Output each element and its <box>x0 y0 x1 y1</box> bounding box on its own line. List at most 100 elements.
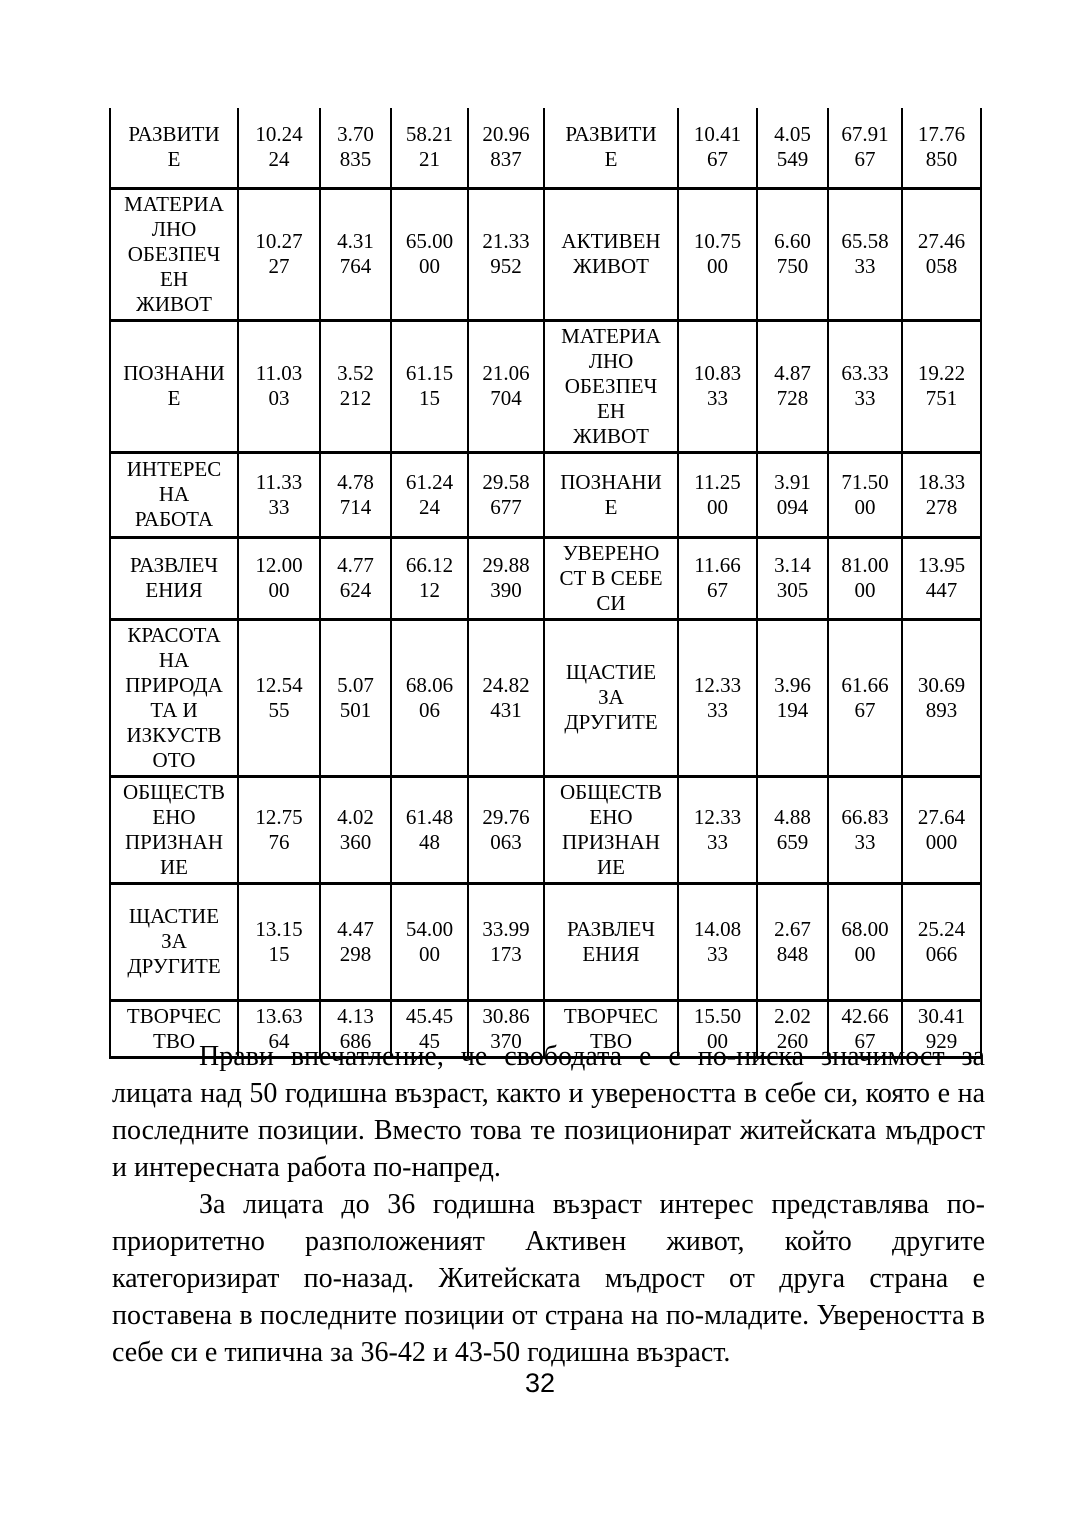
value-cell: 27.64 000 <box>901 774 982 885</box>
value-cell: 6.60 750 <box>756 186 829 322</box>
table-row: ИНТЕРЕС НА РАБОТА 11.33 33 4.78 714 61.24 2… <box>109 450 982 539</box>
paragraph-1: Прави впечатление, че свободата е с по-н… <box>112 1041 985 1183</box>
value-cell: 11.33 33 <box>237 450 321 539</box>
row-label-left: ИНТЕРЕС НА РАБОТА <box>109 450 239 539</box>
value-cell: 54.00 00 <box>390 881 469 1002</box>
value-cell: 58.21 21 <box>390 108 469 190</box>
value-cell: 45.45 45 <box>390 998 469 1059</box>
row-label-right: ОБЩЕСТВ ЕНО ПРИЗНАН ИЕ <box>543 774 679 885</box>
values-table: РАЗВИТИ Е 10.24 24 3.70 835 58.21 21 20.96 8… <box>109 108 982 1059</box>
row-label-left: РАЗВИТИ Е <box>109 108 239 190</box>
value-cell: 4.31 764 <box>319 186 392 322</box>
value-cell: 12.75 76 <box>237 774 321 885</box>
value-cell: 21.06 704 <box>467 318 545 454</box>
paragraph-2: За лицата до 36 годишна възраст интерес … <box>112 1189 985 1368</box>
value-cell: 4.77 624 <box>319 535 392 621</box>
value-cell: 10.83 33 <box>677 318 758 454</box>
value-cell: 61.15 15 <box>390 318 469 454</box>
table-row: ЩАСТИЕ ЗА ДРУГИТЕ 13.15 15 4.47 298 54.00 0… <box>109 881 982 1002</box>
value-cell: 4.88 659 <box>756 774 829 885</box>
value-cell: 21.33 952 <box>467 186 545 322</box>
value-cell: 30.86 370 <box>467 998 545 1059</box>
value-cell: 61.48 48 <box>390 774 469 885</box>
value-cell: 5.07 501 <box>319 617 392 778</box>
value-cell: 13.15 15 <box>237 881 321 1002</box>
value-cell: 24.82 431 <box>467 617 545 778</box>
row-label-left: КРАСОТА НА ПРИРОДА ТА И ИЗКУСТВ ОТО <box>109 617 239 778</box>
value-cell: 29.88 390 <box>467 535 545 621</box>
value-cell: 13.95 447 <box>901 535 982 621</box>
value-cell: 29.58 677 <box>467 450 545 539</box>
value-cell: 3.70 835 <box>319 108 392 190</box>
value-cell: 10.27 27 <box>237 186 321 322</box>
value-cell: 10.75 00 <box>677 186 758 322</box>
value-cell: 4.47 298 <box>319 881 392 1002</box>
row-label-left: ПОЗНАНИ Е <box>109 318 239 454</box>
table-row: ПОЗНАНИ Е 11.03 03 3.52 212 61.15 15 21.06 7… <box>109 318 982 454</box>
row-label-right: ТВОРЧЕС ТВО <box>543 998 679 1059</box>
value-cell: 12.54 55 <box>237 617 321 778</box>
value-cell: 66.83 33 <box>827 774 903 885</box>
value-cell: 11.66 67 <box>677 535 758 621</box>
value-cell: 30.41 929 <box>901 998 982 1059</box>
row-label-right: РАЗВИТИ Е <box>543 108 679 190</box>
row-label-left: ТВОРЧЕС ТВО <box>109 998 239 1059</box>
value-cell: 68.06 06 <box>390 617 469 778</box>
value-cell: 29.76 063 <box>467 774 545 885</box>
value-cell: 4.87 728 <box>756 318 829 454</box>
row-label-left: РАЗВЛЕЧ ЕНИЯ <box>109 535 239 621</box>
value-cell: 2.67 848 <box>756 881 829 1002</box>
table-row: ТВОРЧЕС ТВО 13.63 64 4.13 686 45.45 45 30.86… <box>109 998 982 1059</box>
value-cell: 65.58 33 <box>827 186 903 322</box>
value-cell: 3.14 305 <box>756 535 829 621</box>
row-label-right: ЩАСТИЕ ЗА ДРУГИТЕ <box>543 617 679 778</box>
value-cell: 10.41 67 <box>677 108 758 190</box>
value-cell: 42.66 67 <box>827 998 903 1059</box>
row-label-right: АКТИВЕН ЖИВОТ <box>543 186 679 322</box>
value-cell: 17.76 850 <box>901 108 982 190</box>
row-label-right: УВЕРЕНО СТ В СЕБЕ СИ <box>543 535 679 621</box>
table-row: МАТЕРИА ЛНО ОБЕЗПЕЧ ЕН ЖИВОТ 10.27 27 4.31… <box>109 186 982 322</box>
row-label-right: МАТЕРИА ЛНО ОБЕЗПЕЧ ЕН ЖИВОТ <box>543 318 679 454</box>
value-cell: 20.96 837 <box>467 108 545 190</box>
value-cell: 66.12 12 <box>390 535 469 621</box>
value-cell: 2.02 260 <box>756 998 829 1059</box>
value-cell: 13.63 64 <box>237 998 321 1059</box>
table-row: РАЗВЛЕЧ ЕНИЯ 12.00 00 4.77 624 66.12 12 29.8… <box>109 535 982 621</box>
value-cell: 61.66 67 <box>827 617 903 778</box>
value-cell: 4.13 686 <box>319 998 392 1059</box>
table-row: РАЗВИТИ Е 10.24 24 3.70 835 58.21 21 20.96 8… <box>109 108 982 190</box>
value-cell: 3.96 194 <box>756 617 829 778</box>
value-cell: 10.24 24 <box>237 108 321 190</box>
row-label-right: РАЗВЛЕЧ ЕНИЯ <box>543 881 679 1002</box>
value-cell: 4.78 714 <box>319 450 392 539</box>
value-cell: 15.50 00 <box>677 998 758 1059</box>
value-cell: 61.24 24 <box>390 450 469 539</box>
values-table-body: РАЗВИТИ Е 10.24 24 3.70 835 58.21 21 20.96 8… <box>109 108 982 1059</box>
value-cell: 33.99 173 <box>467 881 545 1002</box>
value-cell: 12.33 33 <box>677 774 758 885</box>
value-cell: 67.91 67 <box>827 108 903 190</box>
value-cell: 18.33 278 <box>901 450 982 539</box>
value-cell: 3.52 212 <box>319 318 392 454</box>
value-cell: 12.00 00 <box>237 535 321 621</box>
row-label-right: ПОЗНАНИ Е <box>543 450 679 539</box>
body-text: Прави впечатление, че свободата е с по-н… <box>112 1038 985 1371</box>
value-cell: 14.08 33 <box>677 881 758 1002</box>
value-cell: 25.24 066 <box>901 881 982 1002</box>
value-cell: 4.02 360 <box>319 774 392 885</box>
value-cell: 63.33 33 <box>827 318 903 454</box>
value-cell: 3.91 094 <box>756 450 829 539</box>
value-cell: 4.05 549 <box>756 108 829 190</box>
table-row: ОБЩЕСТВ ЕНО ПРИЗНАН ИЕ 12.75 76 4.02 360 61… <box>109 774 982 885</box>
value-cell: 19.22 751 <box>901 318 982 454</box>
row-label-left: ОБЩЕСТВ ЕНО ПРИЗНАН ИЕ <box>109 774 239 885</box>
value-cell: 11.03 03 <box>237 318 321 454</box>
table-row: КРАСОТА НА ПРИРОДА ТА И ИЗКУСТВ ОТО 12.54… <box>109 617 982 778</box>
value-cell: 81.00 00 <box>827 535 903 621</box>
value-cell: 68.00 00 <box>827 881 903 1002</box>
value-cell: 65.00 00 <box>390 186 469 322</box>
value-cell: 27.46 058 <box>901 186 982 322</box>
value-cell: 71.50 00 <box>827 450 903 539</box>
